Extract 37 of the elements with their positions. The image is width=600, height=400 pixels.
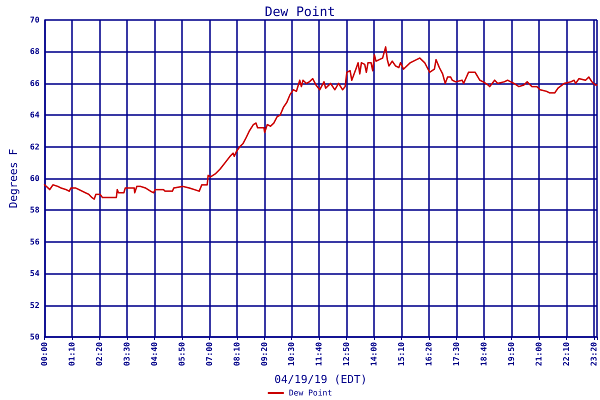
chart-title: Dew Point <box>264 5 336 20</box>
x-tick-label: 10:30 <box>287 342 296 366</box>
x-tick-label: 01:10 <box>68 342 76 366</box>
y-tick-label: 56 <box>30 237 40 246</box>
y-tick-label: 64 <box>30 110 40 120</box>
y-tick-label: 68 <box>30 47 40 56</box>
x-axis-title: 04/19/19 (EDT) <box>274 372 368 386</box>
x-tick-label: 05:50 <box>177 342 186 366</box>
y-tick-label: 62 <box>30 142 40 152</box>
x-tick-label: 07:00 <box>204 342 214 366</box>
y-tick-label: 60 <box>30 174 40 183</box>
x-tick-label: 22:10 <box>562 342 571 366</box>
x-tick-label: 12:50 <box>342 342 352 366</box>
y-tick-label: 52 <box>30 300 40 310</box>
x-tick-label: 18:40 <box>479 342 488 366</box>
x-tick-label: 16:20 <box>424 342 434 366</box>
y-tick-label: 54 <box>30 269 40 278</box>
x-tick-label: 23:20 <box>589 342 598 366</box>
x-tick-label: 11:40 <box>314 342 324 366</box>
line-series <box>44 46 598 200</box>
x-tick-label: 21:00 <box>534 342 544 366</box>
x-tick-label: 17:30 <box>452 342 462 366</box>
x-tick-label: 04:40 <box>150 342 159 366</box>
y-axis-title: Degrees F <box>7 148 20 208</box>
y-tick-label: 58 <box>30 206 40 215</box>
x-tick-label: 19:50 <box>506 342 516 366</box>
x-tick-label: 08:10 <box>232 342 242 366</box>
y-tick-label: 66 <box>30 78 40 88</box>
x-tick-label: 14:00 <box>370 342 379 366</box>
y-tick-label: 50 <box>30 332 40 342</box>
x-tick-label: 02:20 <box>94 342 104 366</box>
y-tick-label: 70 <box>30 16 40 24</box>
legend-label: Dew Point <box>288 388 332 398</box>
x-tick-label: 03:30 <box>122 342 132 366</box>
x-tick-label: 15:10 <box>397 342 406 366</box>
x-tick-label: 09:20 <box>260 342 269 366</box>
x-tick-label: 00:00 <box>40 342 50 366</box>
